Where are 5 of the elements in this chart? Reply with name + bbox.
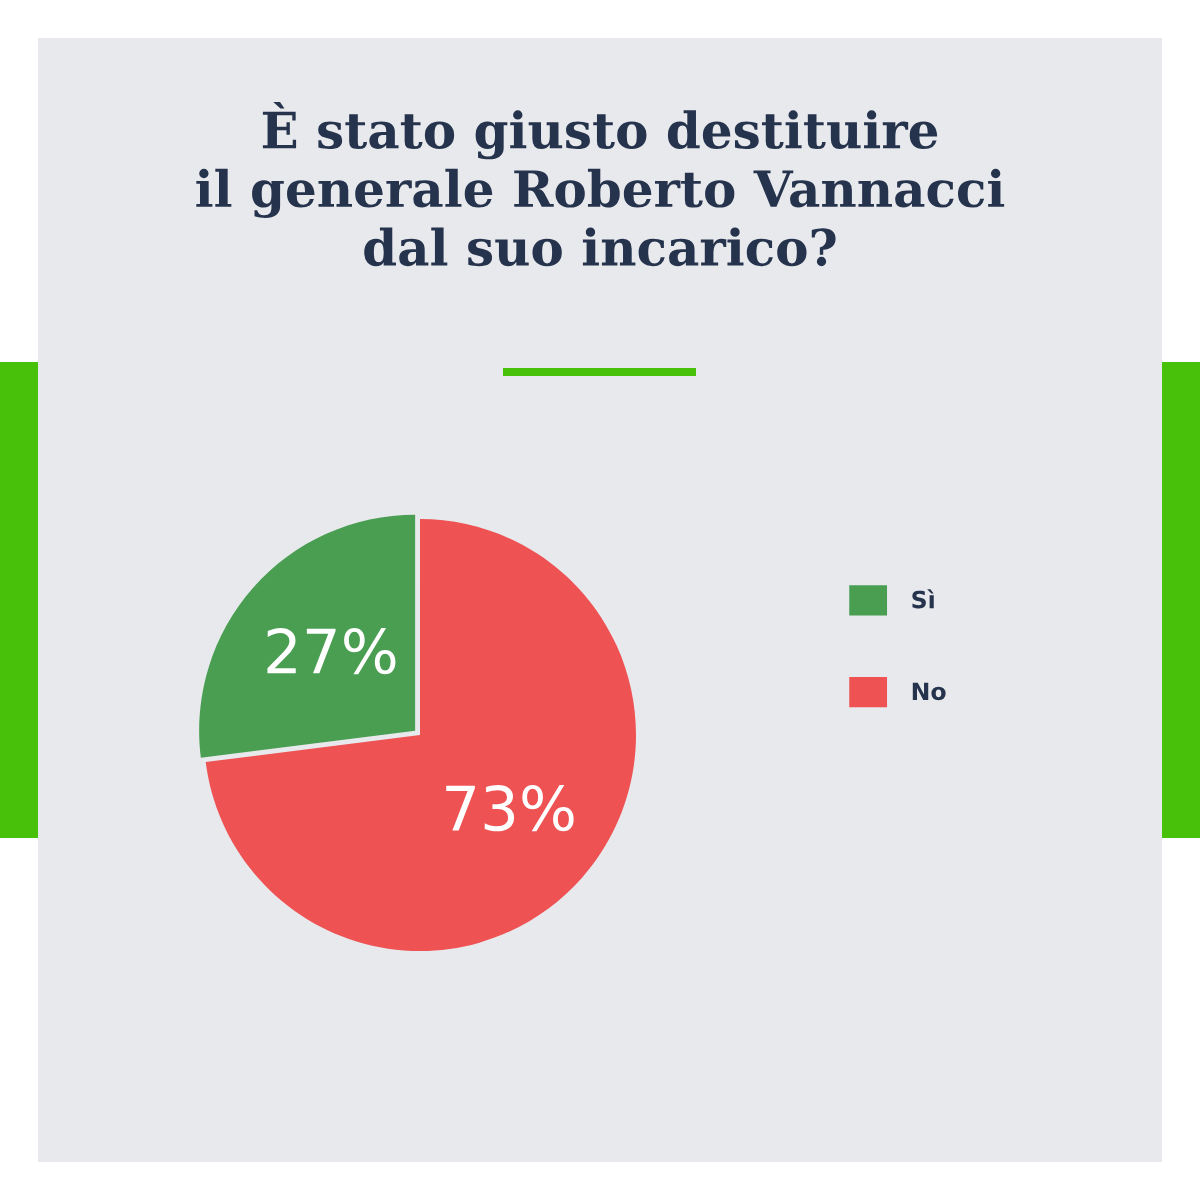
legend-label: Sì [912,589,934,609]
data-label: 27% [267,627,396,675]
legend-label: No [912,682,946,701]
data-label: 73% [446,785,574,832]
chart-title: È stato giusto destituire il generale Roberto Vannacci dal suo incarico? [196,102,1005,267]
